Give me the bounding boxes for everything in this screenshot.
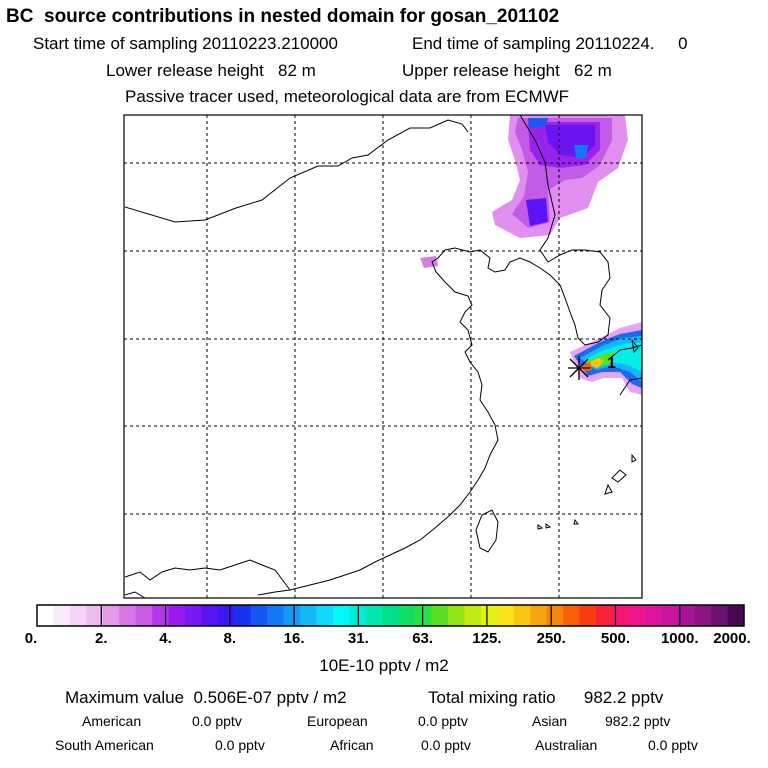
colorbar-cell xyxy=(596,605,613,626)
colorbar-cell xyxy=(365,605,383,626)
colorbar-cell xyxy=(513,605,531,626)
american-value: 0.0 pptv xyxy=(192,713,242,729)
colorbar-tick-label: 31. xyxy=(347,630,369,647)
colorbar-cell xyxy=(168,605,186,626)
map-frame xyxy=(123,114,643,599)
colorbar-cell xyxy=(579,605,597,626)
colorbar-cell xyxy=(563,605,580,626)
colorbar-cell xyxy=(464,605,482,626)
colorbar-cell xyxy=(497,605,515,626)
chart-title: BC source contributions in nested domain… xyxy=(6,6,560,27)
colorbar-tick-label: 125. xyxy=(472,630,502,647)
colorbar-cell xyxy=(135,605,153,626)
colorbar-cell xyxy=(645,605,663,626)
maximum-value: Maximum value 0.506E-07 pptv / m2 xyxy=(65,688,347,707)
colorbar-tick-label: 4. xyxy=(159,630,172,647)
upper-release-height: Upper release height 62 m xyxy=(402,61,612,80)
start-time-label: Start time of sampling 20110223.210000 xyxy=(33,34,338,53)
european-label: European xyxy=(307,713,368,729)
colorbar-tick-label: 1000. xyxy=(660,630,699,647)
colorbar-cell xyxy=(201,605,219,626)
colorbar-cell xyxy=(628,605,646,626)
plume-north xyxy=(420,115,628,268)
colorbar-cell xyxy=(546,605,564,626)
colorbar-cell xyxy=(184,605,202,626)
colorbar-cell xyxy=(119,605,136,626)
colorbar-tick-label: 8. xyxy=(223,630,237,647)
colorbar-frame xyxy=(36,604,745,627)
total-mixing-ratio: Total mixing ratio 982.2 pptv xyxy=(428,688,664,707)
colorbar-cell xyxy=(711,605,728,626)
colorbar-tick-label: 63. xyxy=(412,630,434,647)
colorbar-cell xyxy=(217,605,235,626)
colorbar-cell xyxy=(382,605,400,626)
end-time-label: End time of sampling 20110224. 0 xyxy=(412,34,688,53)
colorbar-cell xyxy=(69,605,87,626)
chart-subtitle: Passive tracer used, meteorological data… xyxy=(125,87,570,106)
colorbar-cell xyxy=(431,605,449,626)
colorbar-cell xyxy=(480,605,498,626)
plume-korea-japan xyxy=(570,322,642,395)
american-label: American xyxy=(82,713,142,729)
australian-label: Australian xyxy=(535,737,598,753)
colorbar-tick-label: 0. xyxy=(24,630,38,647)
colorbar-tick-label: 16. xyxy=(283,630,305,647)
colorbar-tick-label: 2000. xyxy=(713,630,751,647)
south-american-value: 0.0 pptv xyxy=(215,737,265,753)
receptor-star-icon xyxy=(568,356,590,380)
colorbar-cell xyxy=(398,605,416,626)
colorbar-cell xyxy=(250,605,268,626)
colorbar-cell xyxy=(53,605,71,626)
colorbar-cell xyxy=(727,605,745,626)
colorbar-units: 10E-10 pptv / m2 xyxy=(319,656,449,675)
european-value: 0.0 pptv xyxy=(418,713,468,729)
colorbar-cell xyxy=(661,605,679,626)
asian-label: Asian xyxy=(532,713,568,729)
colorbar-cell xyxy=(234,605,252,626)
colorbar-cell xyxy=(300,605,317,626)
south-american-label: South American xyxy=(55,737,154,753)
colorbar-cell xyxy=(694,605,712,626)
colorbar-cell xyxy=(530,605,547,626)
colorbar-cell xyxy=(37,605,54,626)
colorbar-cell xyxy=(332,605,350,626)
colorbar-cell xyxy=(102,605,120,626)
colorbar-cell xyxy=(415,605,432,626)
colorbar-tick-label: 250. xyxy=(536,630,566,647)
colorbar-tick-label: 500. xyxy=(600,630,631,647)
colorbar-cell xyxy=(678,605,695,626)
african-label: African xyxy=(330,737,374,753)
colorbar xyxy=(37,605,745,626)
coastlines xyxy=(124,114,643,599)
lower-release-height: Lower release height 82 m xyxy=(106,61,316,80)
colorbar-cell xyxy=(316,605,334,626)
african-value: 0.0 pptv xyxy=(421,737,471,753)
colorbar-tick-label: 2. xyxy=(95,630,108,647)
colorbar-cell xyxy=(283,605,301,626)
colorbar-cell xyxy=(448,605,465,626)
colorbar-cell xyxy=(152,605,169,626)
colorbar-cell xyxy=(86,605,104,626)
colorbar-cell xyxy=(267,605,284,626)
colorbar-cell xyxy=(612,605,630,626)
receptor-number: 1 xyxy=(607,355,616,372)
australian-value: 0.0 pptv xyxy=(648,737,698,753)
map-grid xyxy=(124,115,642,598)
asian-value: 982.2 pptv xyxy=(605,713,671,729)
